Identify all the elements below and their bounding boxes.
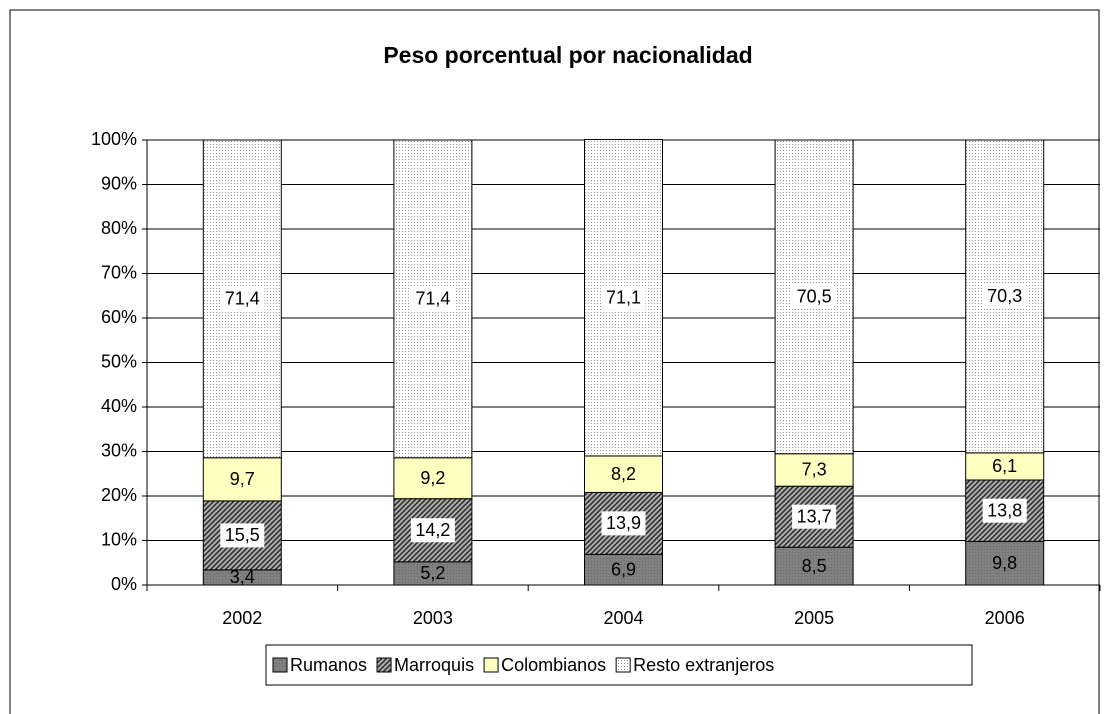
legend-label: Rumanos — [290, 655, 367, 675]
data-label: 13,9 — [606, 513, 641, 533]
legend-swatch — [615, 657, 631, 673]
y-tick-label: 60% — [101, 307, 137, 327]
legend-label: Resto extranjeros — [633, 655, 774, 675]
bar-segment — [393, 457, 473, 500]
data-label: 8,2 — [611, 464, 636, 484]
data-label: 70,5 — [797, 287, 832, 307]
data-label: 9,7 — [230, 469, 255, 489]
data-label: 6,9 — [611, 559, 636, 579]
data-label: 13,8 — [987, 500, 1022, 520]
y-tick-label: 50% — [101, 351, 137, 371]
data-label: 14,2 — [415, 520, 450, 540]
bar-segment — [202, 457, 282, 502]
y-tick-label: 100% — [91, 129, 137, 149]
bar-segment — [774, 453, 854, 487]
y-tick-label: 20% — [101, 485, 137, 505]
data-label: 9,2 — [420, 468, 445, 488]
x-tick-label: 2006 — [985, 608, 1025, 628]
legend-swatch — [483, 657, 499, 673]
data-label: 7,3 — [802, 460, 827, 480]
label-bg — [220, 286, 265, 311]
data-label: 70,3 — [987, 286, 1022, 306]
label-bg — [410, 518, 455, 543]
y-tick-label: 90% — [101, 173, 137, 193]
bar-segment — [774, 546, 854, 586]
data-label: 71,4 — [225, 289, 260, 309]
y-tick-label: 40% — [101, 396, 137, 416]
label-bg — [601, 285, 646, 310]
bar-segment — [965, 540, 1045, 586]
chart-title: Peso porcentual por nacionalidad — [383, 42, 752, 68]
label-bg — [792, 284, 837, 309]
data-label: 3,4 — [230, 567, 255, 587]
data-label: 9,8 — [992, 553, 1017, 573]
bar-segment — [584, 455, 663, 493]
legend-swatch — [272, 657, 288, 673]
label-bg — [982, 498, 1027, 523]
data-label: 8,5 — [802, 556, 827, 576]
label-bg — [410, 286, 455, 311]
label-bg — [601, 511, 646, 536]
data-label: 6,1 — [992, 456, 1017, 476]
data-label: 13,7 — [797, 506, 832, 526]
y-tick-label: 80% — [101, 218, 137, 238]
y-tick-label: 70% — [101, 262, 137, 282]
x-tick-label: 2002 — [222, 608, 262, 628]
x-tick-label: 2004 — [603, 608, 643, 628]
y-tick-label: 30% — [101, 440, 137, 460]
label-bg — [792, 504, 837, 529]
x-tick-label: 2003 — [413, 608, 453, 628]
y-tick-label: 10% — [101, 529, 137, 549]
legend-label: Marroquis — [394, 655, 474, 675]
legend-swatch — [376, 657, 392, 673]
bar-segment — [584, 553, 663, 586]
data-label: 15,5 — [225, 525, 260, 545]
label-bg — [982, 284, 1027, 309]
y-tick-label: 0% — [111, 574, 137, 594]
x-tick-label: 2005 — [794, 608, 834, 628]
label-bg — [220, 523, 265, 548]
data-label: 71,4 — [415, 289, 450, 309]
data-label: 5,2 — [420, 563, 445, 583]
data-label: 71,1 — [606, 288, 641, 308]
legend-label: Colombianos — [501, 655, 606, 675]
